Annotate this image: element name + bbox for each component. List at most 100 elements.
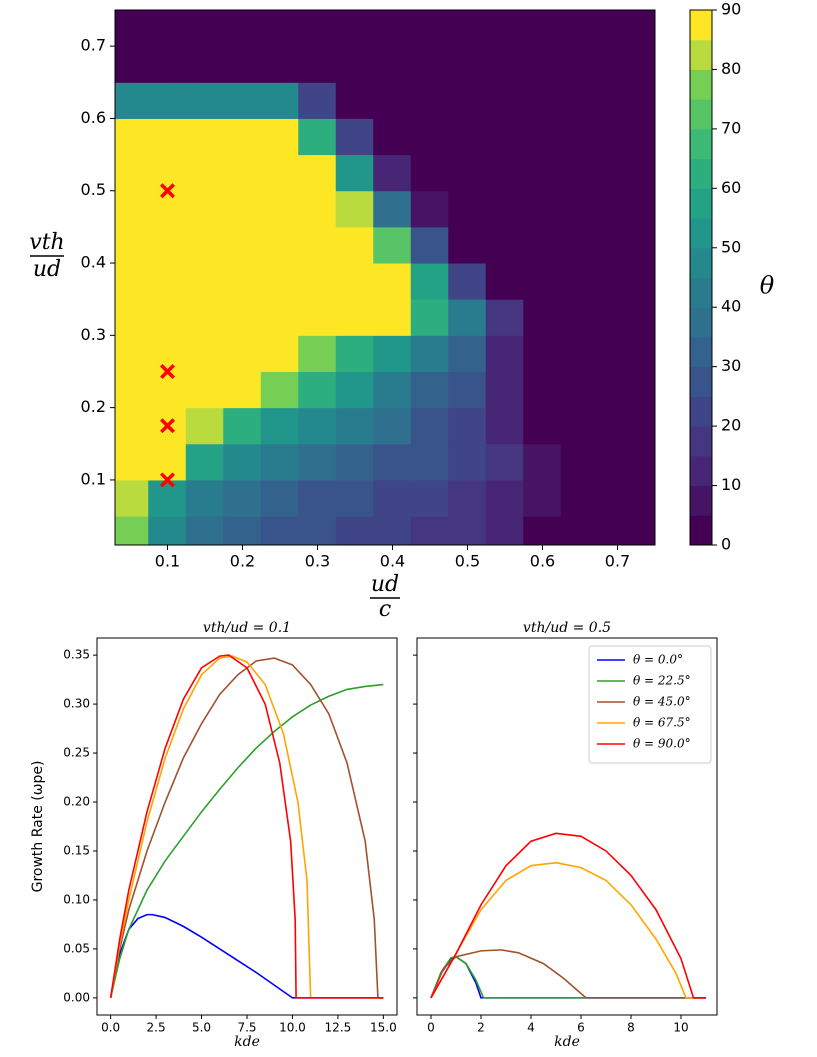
contour-cell bbox=[523, 226, 562, 264]
contour-cell bbox=[335, 190, 375, 228]
contour-cell bbox=[298, 262, 337, 300]
contour-cell bbox=[335, 407, 375, 445]
contour-cell bbox=[223, 10, 262, 47]
contour-cell bbox=[598, 298, 637, 336]
contour-cell bbox=[335, 479, 375, 517]
contour-cell bbox=[298, 370, 337, 409]
contour-cell bbox=[410, 407, 450, 445]
contour-cell bbox=[598, 479, 637, 517]
y-tick-label: 0.4 bbox=[81, 253, 106, 272]
y-tick-label: 0.1 bbox=[81, 469, 106, 488]
contour-cell bbox=[185, 10, 225, 47]
contour-cell bbox=[560, 226, 600, 264]
contour-cell bbox=[560, 515, 600, 545]
contour-cell bbox=[485, 190, 525, 228]
contour-cell bbox=[485, 370, 525, 409]
colorbar-tick-label: 70 bbox=[721, 118, 741, 137]
contour-cell bbox=[335, 334, 375, 372]
contour-cell bbox=[560, 45, 600, 83]
contour-cell bbox=[560, 81, 600, 119]
contour-cell bbox=[185, 334, 225, 372]
contour-cell bbox=[373, 262, 412, 300]
legend-label: θ = 45.0° bbox=[633, 695, 691, 709]
contour-cell bbox=[115, 154, 150, 192]
contour-cell bbox=[335, 117, 375, 156]
colorbar-band bbox=[690, 455, 712, 487]
contour-cell bbox=[335, 226, 375, 264]
contour-cell bbox=[223, 154, 262, 192]
x-tick-label: 10 bbox=[673, 1021, 688, 1035]
contour-cell bbox=[223, 479, 262, 517]
colorbar-band bbox=[690, 99, 712, 130]
contour-cell bbox=[448, 407, 487, 445]
colorbar-band bbox=[690, 247, 712, 278]
x-tick-label: 0.0 bbox=[101, 1021, 120, 1035]
contour-cell bbox=[485, 407, 525, 445]
contour-cell bbox=[523, 190, 562, 228]
y-tick-label: 0.3 bbox=[81, 325, 106, 344]
colorbar-tick-label: 0 bbox=[721, 535, 731, 554]
contour-cell bbox=[523, 479, 562, 517]
contour-cell bbox=[335, 515, 375, 545]
colorbar-tick-label: 10 bbox=[721, 475, 741, 494]
contour-cell bbox=[410, 298, 450, 336]
colorbar-tick-label: 30 bbox=[721, 356, 741, 375]
contour-cell bbox=[298, 407, 337, 445]
contour-cell bbox=[410, 515, 450, 545]
contour-cell bbox=[148, 81, 187, 119]
contour-cell bbox=[335, 45, 375, 83]
contour-cell bbox=[448, 45, 487, 83]
contour-cell bbox=[260, 407, 300, 445]
contour-cell bbox=[373, 81, 412, 119]
contour-cell bbox=[373, 370, 412, 409]
contour-cell bbox=[373, 479, 412, 517]
contour-cell bbox=[410, 117, 450, 156]
y-tick-label: 0.00 bbox=[63, 990, 90, 1004]
contour-area bbox=[115, 10, 655, 545]
y-label: Growth Rate (ωpe) bbox=[30, 761, 46, 893]
line-series bbox=[430, 949, 706, 999]
contour-cell bbox=[410, 154, 450, 192]
contour-cell bbox=[298, 10, 337, 47]
contour-cell bbox=[298, 154, 337, 192]
x-tick-label: 2 bbox=[477, 1021, 485, 1035]
x-tick-label: 0.6 bbox=[530, 552, 555, 571]
contour-cell bbox=[185, 515, 225, 545]
contour-cell bbox=[485, 117, 525, 156]
contour-cell bbox=[148, 370, 187, 409]
contour-cell bbox=[298, 190, 337, 228]
contour-cell bbox=[335, 81, 375, 119]
contour-cell bbox=[373, 190, 412, 228]
colorbar-tick-label: 80 bbox=[721, 59, 741, 78]
contour-cell bbox=[373, 10, 412, 47]
contour-cell bbox=[635, 370, 655, 409]
colorbar-band bbox=[690, 128, 712, 160]
y-tick-label: 0.6 bbox=[81, 108, 106, 127]
contour-cell bbox=[560, 10, 600, 47]
contour-cell bbox=[448, 190, 487, 228]
contour-cell bbox=[598, 45, 637, 83]
legend-label: θ = 0.0° bbox=[633, 653, 683, 667]
x-tick-label: 0.5 bbox=[455, 552, 480, 571]
x-tick-label: 0.3 bbox=[305, 552, 330, 571]
contour-cell bbox=[485, 515, 525, 545]
contour-cell bbox=[635, 45, 655, 83]
contour-cell bbox=[410, 45, 450, 83]
contour-cell bbox=[448, 10, 487, 47]
contour-cell bbox=[260, 262, 300, 300]
contour-cell bbox=[448, 334, 487, 372]
y-tick-label: 0.5 bbox=[81, 180, 106, 199]
colorbar-band bbox=[690, 218, 712, 249]
contour-cell bbox=[523, 298, 562, 336]
marker bbox=[160, 183, 175, 199]
contour-cell bbox=[223, 117, 262, 156]
x-tick-label: 6 bbox=[577, 1021, 585, 1035]
contour-cell bbox=[185, 370, 225, 409]
contour-cell bbox=[485, 334, 525, 372]
axes-frame bbox=[114, 9, 656, 546]
legend-label: θ = 67.5° bbox=[633, 716, 691, 730]
x-tick-label: 0 bbox=[427, 1021, 435, 1035]
line-series bbox=[109, 655, 384, 999]
